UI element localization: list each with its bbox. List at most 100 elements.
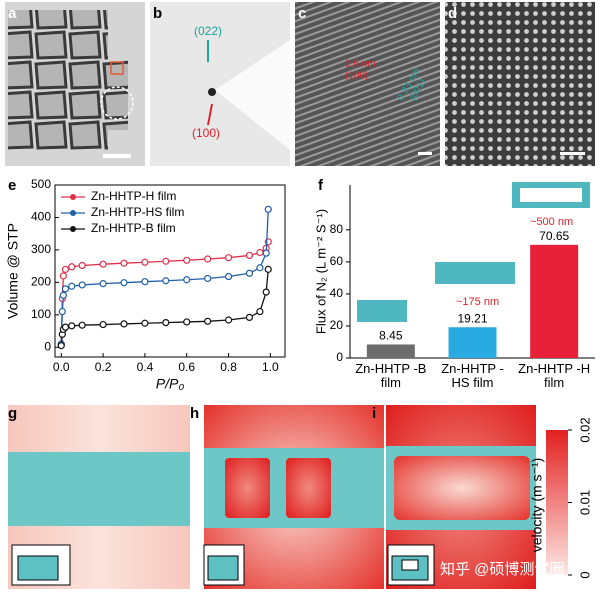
panel-label: e [8,177,16,194]
tem-cells [108,60,128,130]
x-tick-label: 0.2 [95,360,112,374]
data-point [204,317,212,325]
tem-cells [8,10,108,150]
annotation: (100) [192,126,220,140]
legend-label: Zn-HHTP-HS film [91,205,184,219]
x-tick-label: 0.8 [220,360,237,374]
x-tick-label: 1.0 [262,360,279,374]
data-point [162,319,170,327]
y-axis-label: Flux of N₂ (L m⁻² S⁻¹) [313,209,328,334]
value-label: 8.45 [379,329,403,343]
annotation: 1.6 nm [345,59,376,70]
data-point [256,307,264,316]
lattice-image [445,2,595,166]
x-axis-label: P/P₀ [156,376,185,392]
y-tick-label: 40 [330,286,344,300]
data-point [120,320,128,328]
data-point [264,265,272,273]
arrow [207,103,213,126]
x-tick-label-box: Zn-HHTP -HS film [441,362,504,390]
y-tick-label: 80 [330,222,344,236]
colorbar-tick-label: 0.01 [577,490,592,515]
scale-bar [560,152,585,155]
insets [11,544,435,586]
data-point [245,251,254,260]
x-tick-label: Zn-HHTP -HS film [441,362,504,390]
y-tick-label: 500 [31,177,51,191]
panel-label: f [318,177,324,194]
data-point [78,321,86,329]
center-spot [208,88,216,96]
colorbar [546,430,568,575]
bar [366,344,415,358]
panel-label: c [298,5,306,22]
panel-label: a [8,5,17,22]
colorbar-title: velocity (m s⁻¹) [529,458,545,553]
data-point [68,263,76,271]
data-point [264,205,272,213]
beam-stop [215,40,290,150]
data-point [224,272,233,281]
data-point [68,322,76,330]
data-point [245,269,254,277]
data-point [78,281,86,289]
data-point [99,320,107,329]
value-label: 19.21 [457,311,487,325]
pore [394,456,530,520]
film-pore [520,188,582,202]
colorbar-tick-label: 0 [577,571,592,578]
data-point [204,274,212,283]
film-model [435,262,515,284]
watermark: 知乎 @硕博测试圈 [440,561,564,578]
annotation: (100) [345,71,368,82]
colorbar-tick-label: 0.02 [577,417,592,442]
data-point [224,316,233,324]
data-point [61,323,70,331]
x-tick-label-box: Zn-HHTP -H film [518,362,591,390]
data-point [120,259,128,267]
data-point [262,249,270,257]
pore [286,458,331,518]
data-point [99,280,107,288]
legend-marker [70,194,76,200]
x-tick-label: 0.0 [53,360,70,374]
series-line [60,241,269,345]
scale-bar [418,152,432,155]
data-point [61,265,70,273]
y-tick-label: 200 [31,275,51,289]
data-point [120,279,128,287]
data-point [68,282,76,290]
data-point [59,291,67,299]
data-point [141,319,149,327]
y-tick-label: 100 [31,307,51,321]
y-tick-label: 300 [31,242,51,256]
y-axis-label: Volume @ STP [5,223,21,319]
legend-marker [70,226,76,232]
data-point [58,307,66,316]
data-point [224,254,233,262]
data-point [78,261,86,270]
x-tick-label: 0.4 [137,360,154,374]
panel-label: b [153,5,162,22]
bar [530,244,579,358]
value-label: 70.65 [539,229,569,243]
annotation: ~175 nm [456,296,499,308]
x-tick-label: Zn-HHTP -H film [518,362,591,390]
panel-label: d [448,5,457,22]
y-tick-label: 60 [330,254,344,268]
annotation: ~500 nm [530,216,573,228]
data-point [183,276,191,284]
data-point [204,255,212,263]
data-point [57,342,65,350]
data-point [245,313,254,322]
y-tick-label: 20 [330,318,344,332]
scale-bar [103,154,131,158]
panel-label: g [8,405,17,422]
data-point [141,258,149,266]
data-point [256,248,264,257]
hrtem-image [295,2,440,166]
data-point [162,257,170,265]
data-point [99,260,107,268]
legend-marker [70,210,76,216]
data-point [162,277,170,285]
